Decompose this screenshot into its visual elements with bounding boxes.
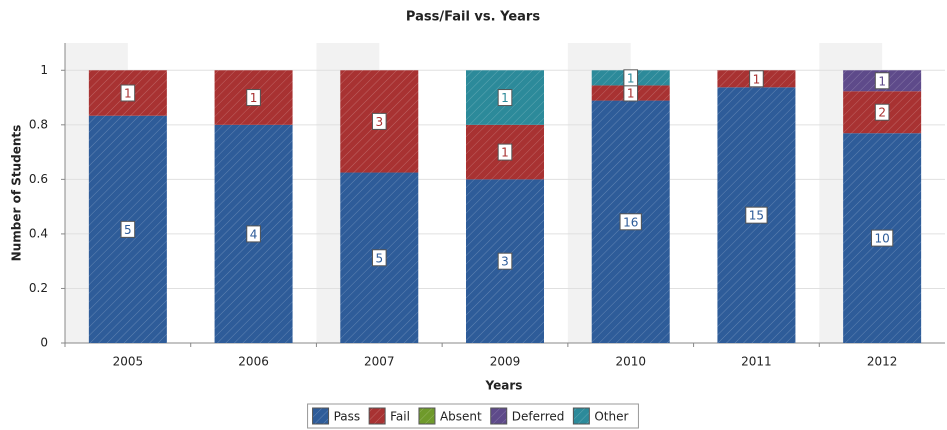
legend-label: Absent xyxy=(440,410,482,424)
y-tick-label: 0.8 xyxy=(29,117,48,131)
data-label: 1 xyxy=(627,87,635,101)
legend-label: Pass xyxy=(334,410,361,424)
x-tick-label: 2012 xyxy=(867,355,898,369)
x-tick-label: 2007 xyxy=(364,355,395,369)
legend: Pass Fail Absent Deferred Other xyxy=(307,403,639,429)
legend-swatch xyxy=(368,407,386,425)
x-tick-label: 2005 xyxy=(113,355,144,369)
data-label-box xyxy=(120,220,136,238)
data-label-box xyxy=(497,252,513,270)
chart-title: Pass/Fail vs. Years xyxy=(406,10,540,25)
data-label-box xyxy=(619,213,642,231)
y-tick-label: 0.2 xyxy=(29,281,48,295)
y-tick-label: 0.4 xyxy=(29,226,48,240)
legend-swatch xyxy=(490,407,508,425)
x-tick-label: 2006 xyxy=(238,355,269,369)
x-axis-title: Years xyxy=(485,379,523,393)
x-tick-label: 2009 xyxy=(490,355,521,369)
data-label-box xyxy=(874,103,890,121)
data-label: 1 xyxy=(501,91,509,105)
y-axis-title: Number of Students xyxy=(10,125,24,262)
data-label-box xyxy=(120,84,136,102)
data-label: 15 xyxy=(749,209,764,223)
data-label-box xyxy=(874,72,890,90)
y-tick-label: 1 xyxy=(40,63,48,77)
data-label-box xyxy=(497,143,513,161)
data-label-box xyxy=(623,69,639,87)
data-label-box xyxy=(371,249,387,267)
data-label: 2 xyxy=(878,106,886,120)
x-tick-label: 2011 xyxy=(741,355,772,369)
data-label: 3 xyxy=(501,255,509,269)
data-label: 10 xyxy=(875,232,890,246)
data-label-box xyxy=(871,229,894,247)
y-tick-label: 0.6 xyxy=(29,172,48,186)
y-tick-label: 0 xyxy=(40,336,48,350)
x-tick-label: 2010 xyxy=(615,355,646,369)
data-label: 1 xyxy=(627,71,635,85)
data-label: 3 xyxy=(375,115,383,129)
data-label-box xyxy=(497,89,513,107)
data-label-box xyxy=(371,112,387,130)
data-label: 1 xyxy=(753,72,761,86)
data-label: 5 xyxy=(375,251,383,265)
data-label-box xyxy=(745,206,768,224)
data-label: 1 xyxy=(250,91,258,105)
legend-label: Deferred xyxy=(512,410,565,424)
legend-swatch xyxy=(312,407,330,425)
data-label: 1 xyxy=(501,146,509,160)
data-label-box xyxy=(749,70,764,88)
legend-swatch xyxy=(418,407,436,425)
data-label-box xyxy=(246,225,261,243)
data-label: 4 xyxy=(250,227,258,241)
data-label: 1 xyxy=(878,74,886,88)
data-label: 16 xyxy=(623,215,638,229)
data-label: 5 xyxy=(124,223,132,237)
legend-label: Other xyxy=(594,410,628,424)
data-label-box xyxy=(246,89,261,107)
data-label: 1 xyxy=(124,87,132,101)
legend-swatch xyxy=(572,407,590,425)
legend-label: Fail xyxy=(390,410,410,424)
